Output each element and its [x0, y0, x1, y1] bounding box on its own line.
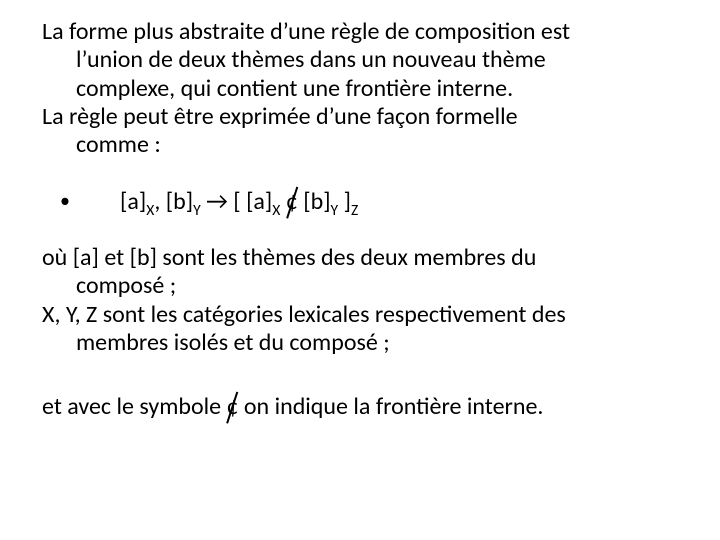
p1-line3: complexe, qui contient une frontière int… [42, 75, 678, 103]
p3-line2: composé ; [42, 272, 678, 300]
p1-line2: l’union de deux thèmes dans un nouveau t… [42, 46, 678, 74]
p2-line2: comme : [42, 131, 678, 159]
rule-a-1: [a] [120, 187, 146, 216]
paragraph-5: et avec le symbole ¢ on indique la front… [42, 393, 678, 421]
comma: , [154, 187, 165, 216]
paragraph-1: La forme plus abstraite d’une règle de c… [42, 18, 678, 103]
boundary-symbol-icon: ¢ [286, 188, 298, 216]
p4-line1: X, Y, Z sont les catégories lexicales re… [42, 300, 566, 329]
slide-body: La forme plus abstraite d’une règle de c… [0, 0, 720, 540]
p2-line1: La règle peut être exprimée d’une façon … [42, 102, 518, 131]
spacer-2 [42, 216, 678, 244]
rule-a-2: [a] [246, 187, 272, 216]
p5-post: on indique la frontière interne. [238, 392, 543, 421]
close-bracket: ] [338, 187, 351, 216]
composition-rule: • [a]X, [b]Y → [ [a]X ¢ [b]Y ]Z [42, 188, 678, 216]
p4-line2: membres isolés et du composé ; [42, 329, 678, 357]
paragraph-4: X, Y, Z sont les catégories lexicales re… [42, 301, 678, 358]
arrow-icon: → [201, 187, 234, 216]
spacer-3 [42, 357, 678, 369]
rule-b-2: [b] [303, 187, 330, 216]
p1-line1: La forme plus abstraite d’une règle de c… [42, 17, 570, 46]
bullet-icon: • [60, 190, 70, 214]
sub-y-2: Y [331, 200, 339, 219]
paragraph-2: La règle peut être exprimée d’une façon … [42, 103, 678, 160]
sub-z: Z [351, 200, 358, 219]
p3-line1: où [a] et [b] sont les thèmes des deux m… [42, 243, 536, 272]
rule-b-1: [b] [166, 187, 193, 216]
spacer-1 [42, 160, 678, 188]
paragraph-3: où [a] et [b] sont les thèmes des deux m… [42, 244, 678, 301]
boundary-symbol-icon-2: ¢ [227, 393, 239, 421]
p5-pre: et avec le symbole [42, 392, 227, 421]
sub-y-1: Y [193, 200, 201, 219]
open-bracket: [ [233, 187, 246, 216]
